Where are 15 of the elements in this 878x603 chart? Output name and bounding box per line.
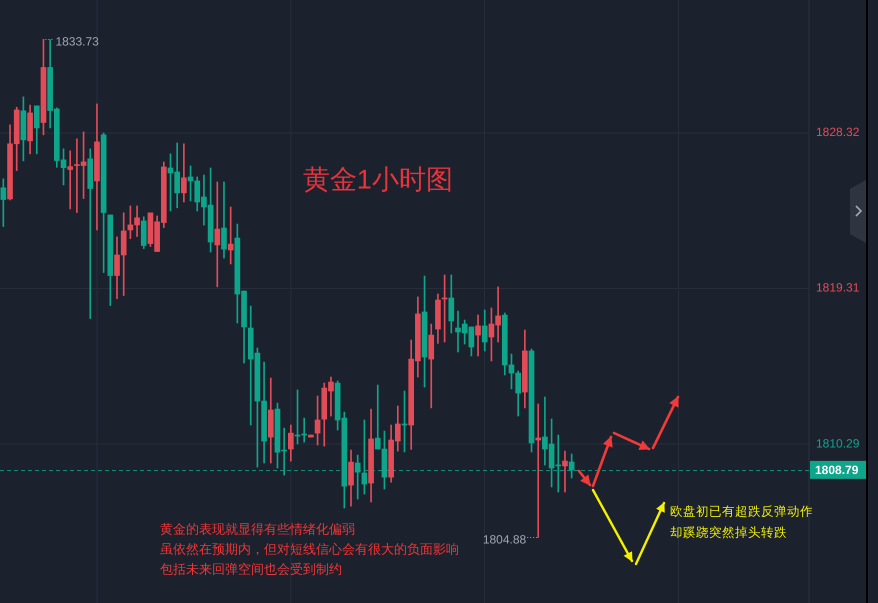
annotation: 虽依然在预期内，但对短线信心会有很大的负面影响 — [160, 542, 459, 557]
annotation: 黄金的表现就显得有些情绪化偏弱 — [160, 522, 355, 537]
candlestick — [475, 314, 481, 356]
y-tick-label: 1810.29 — [816, 436, 860, 450]
candlestick — [402, 390, 408, 452]
annotation: 1804.88 — [482, 532, 527, 547]
annotation: 却蹊跷突然掉头转跌 — [670, 525, 787, 540]
candlestick — [562, 450, 568, 492]
y-tick-label: 1828.32 — [816, 125, 860, 140]
text: 黄金1小时图 — [302, 164, 453, 194]
ref-line-label: 1808.79 — [815, 463, 859, 478]
annotation: 包括未来回弹空间也会受到制约 — [160, 562, 342, 577]
annotation: 1833.73 — [55, 34, 100, 49]
annotation: 欧盘初已有超跌反弹动作 — [670, 504, 813, 518]
y-tick-label: 1819.31 — [816, 280, 860, 295]
